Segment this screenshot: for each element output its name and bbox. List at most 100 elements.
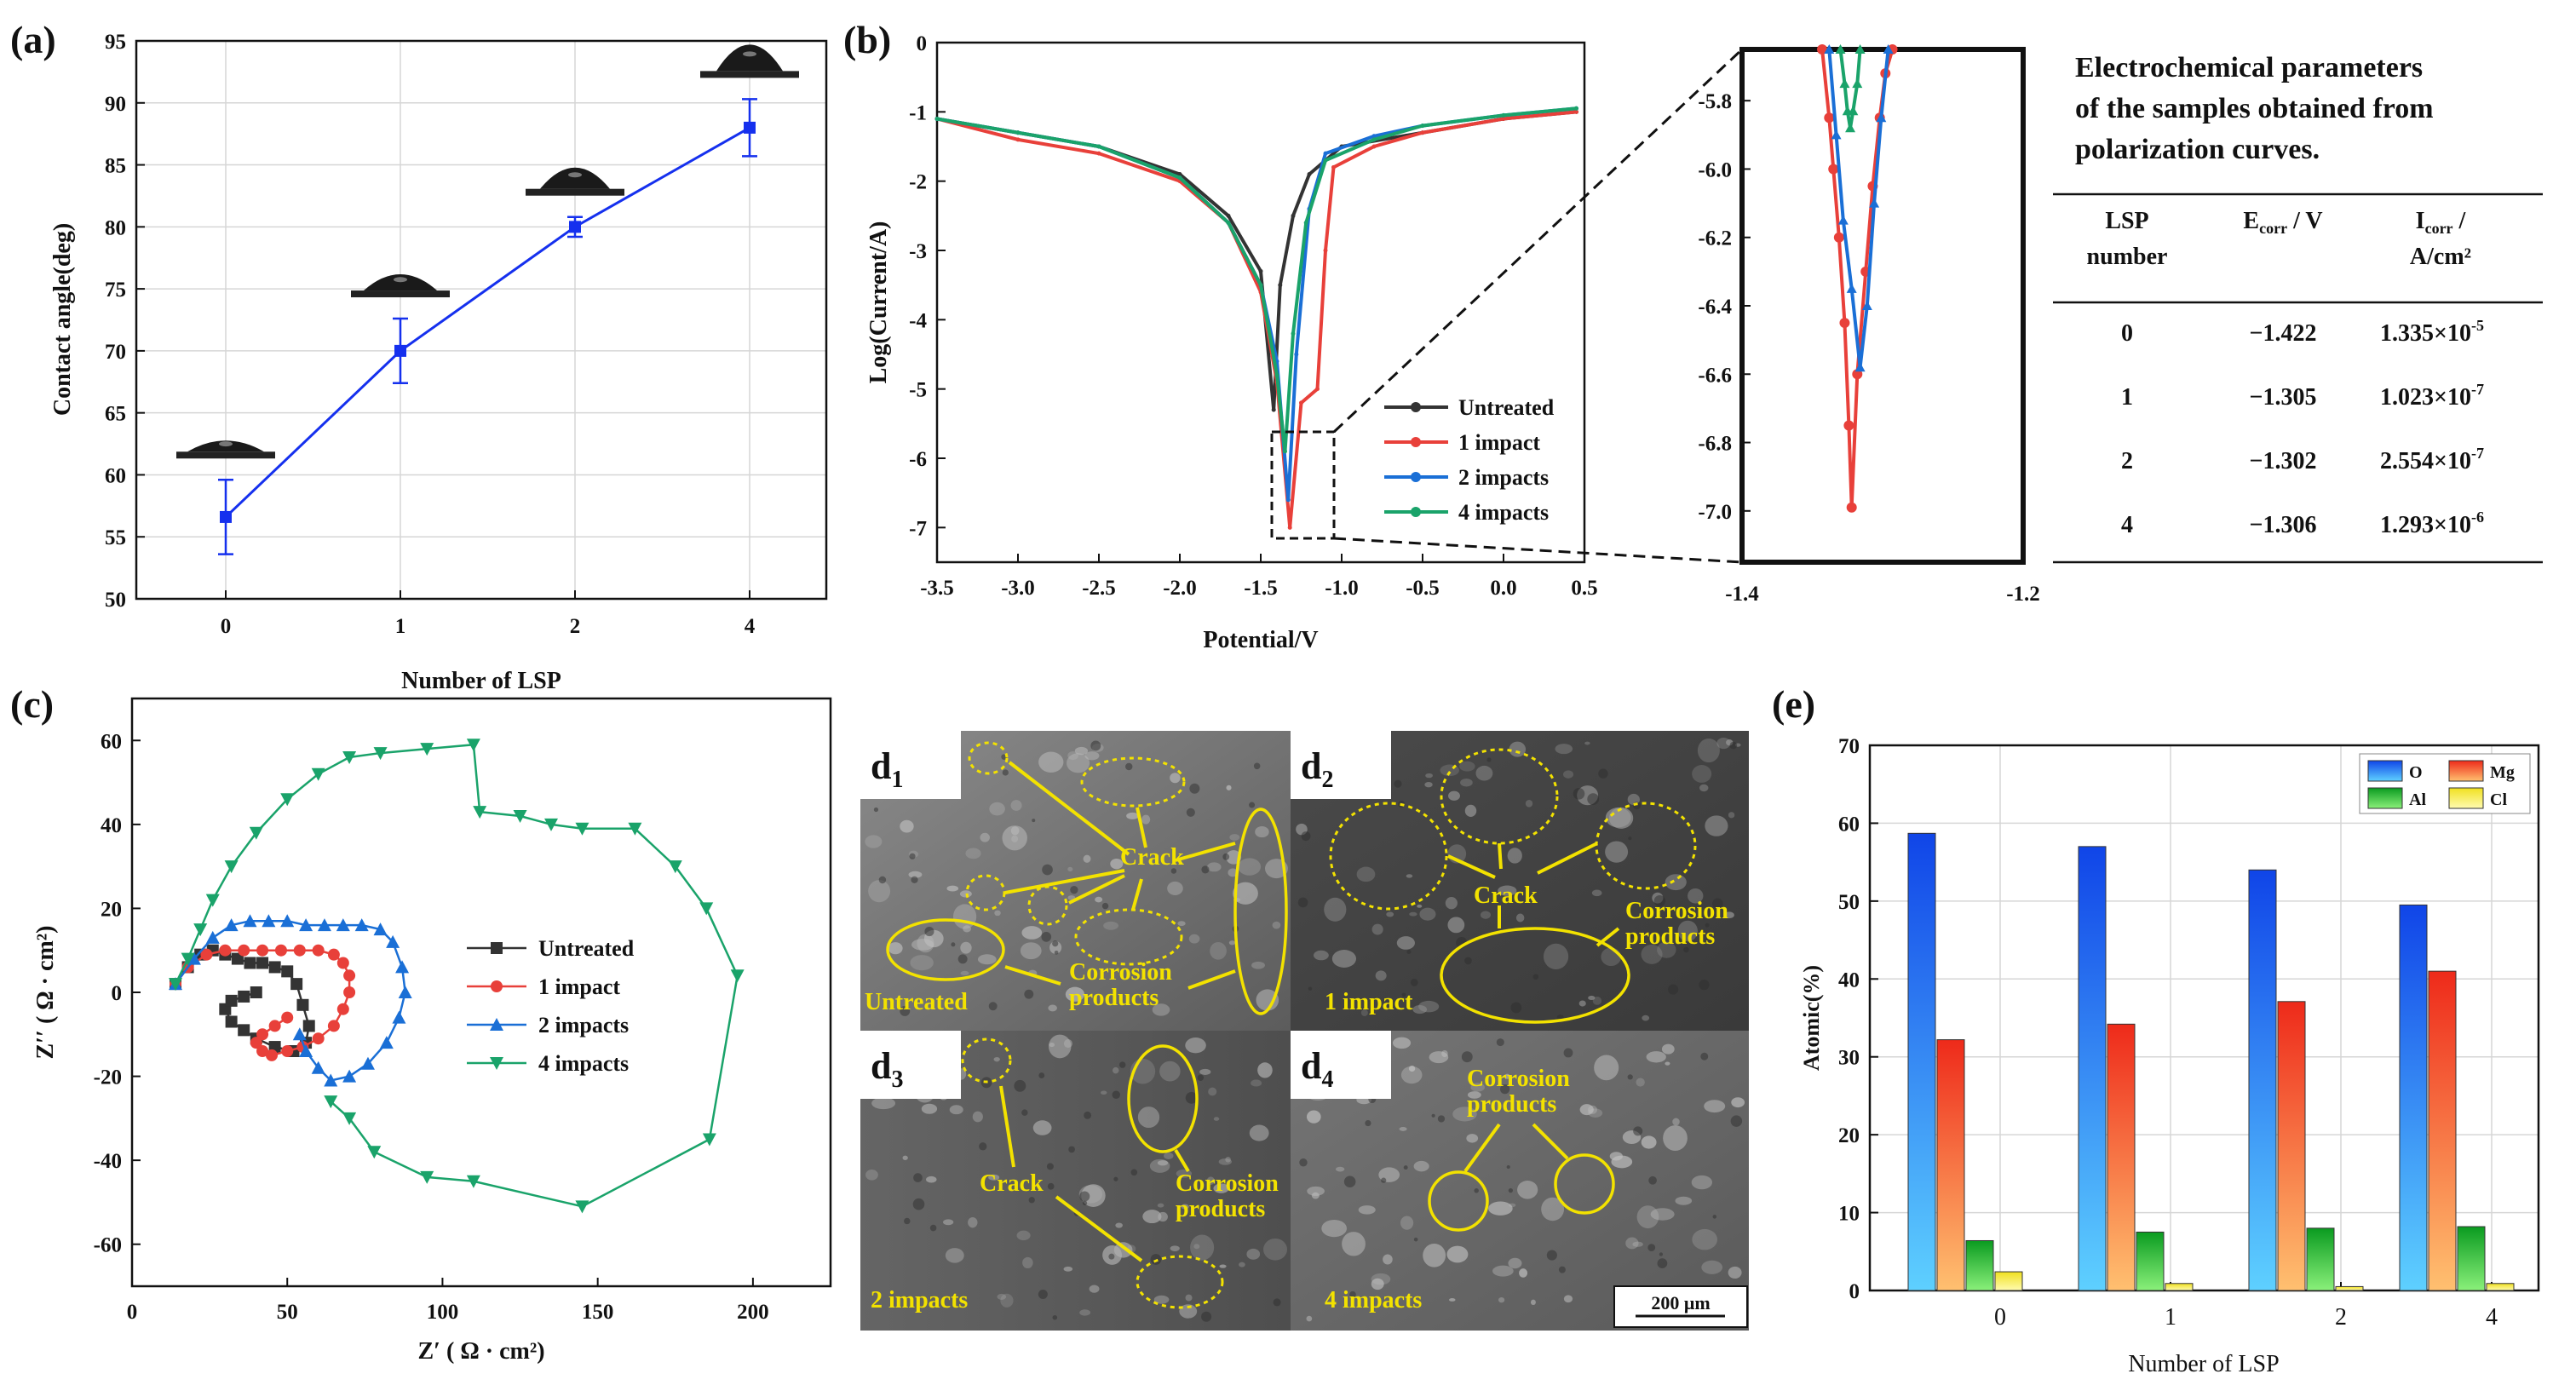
- panel-c-series-point: [386, 934, 400, 948]
- sem-texture-feature: [871, 1097, 896, 1110]
- panel-a-x-tick-label: 1: [395, 615, 406, 638]
- panel-b-series-point: [1287, 525, 1292, 530]
- panel-b-x-ticks: -3.5 -3.0 -2.5 -2.0 -1.5 -1.0 -0.5 0.0 0.5: [920, 554, 1598, 600]
- panel-c-x-ticks: 0 50 100 150 200: [127, 1278, 769, 1324]
- sem-texture-feature: [1406, 874, 1413, 878]
- panel-a-droplet-highlight: [568, 172, 582, 178]
- sem-texture-feature: [1081, 1184, 1106, 1207]
- sem-texture-feature: [1157, 1203, 1164, 1208]
- sem-texture-feature: [1238, 858, 1262, 876]
- panel-c-series-point: [224, 860, 239, 874]
- sem-texture-feature: [1110, 858, 1124, 870]
- sem-texture-pit: [1496, 1038, 1504, 1047]
- panel-b-inset-point: [1824, 44, 1835, 54]
- panel-c-series-point: [702, 1133, 716, 1147]
- panel-c-series-point: [225, 994, 238, 1007]
- panel-a-y-tick-label: 95: [105, 31, 126, 54]
- sem-texture-pit: [1712, 1215, 1717, 1219]
- panel-b-inset-point: [1846, 283, 1857, 293]
- table-cell-lsp: 1: [2121, 384, 2133, 411]
- sem-texture-pit: [1730, 1115, 1743, 1127]
- sem-texture-pit: [1070, 886, 1078, 894]
- sem-texture-feature: [965, 848, 981, 859]
- panel-c-series-point: [575, 822, 589, 836]
- sem-texture-feature: [1371, 1273, 1391, 1285]
- panel-c-series-point: [473, 806, 487, 819]
- sem-texture-feature: [1412, 1005, 1428, 1015]
- panel-a-x-tick-label: 4: [745, 615, 756, 638]
- sem-texture-feature: [1509, 741, 1527, 757]
- table-rows: 0 −1.422 1.335×10-5 1 −1.305 1.023×10-7 2 −1.30…: [2121, 317, 2484, 538]
- sem-texture-feature: [1413, 1160, 1429, 1172]
- panel-b-polarization-chart: (b) 0 -1 -2 -3 -4 -5 -6 -7 -3.5 -3.0 -2.5 -2.0 -1.5…: [843, 18, 2040, 653]
- sem-texture-feature: [1530, 1299, 1536, 1306]
- sem-texture-feature: [1466, 1134, 1479, 1143]
- sem-texture-pit: [988, 1002, 998, 1011]
- panel-c-x-tick-label: 100: [427, 1301, 459, 1324]
- panel-e-y-tick-label: 50: [1838, 891, 1860, 914]
- panel-b-series-point: [1015, 137, 1021, 142]
- panel-a-droplet-highlight: [394, 277, 407, 283]
- sem-texture-pit: [1014, 1079, 1026, 1092]
- panel-b-zoom-connector-top: [1332, 48, 1744, 434]
- sem-d1-arrows: [1004, 761, 1236, 990]
- sem-texture-pit: [1079, 1191, 1090, 1202]
- sem-texture-pit: [1705, 923, 1710, 928]
- panel-c-series-point: [250, 986, 262, 998]
- panel-e-legend-label: O: [2409, 763, 2423, 782]
- panel-b-legend: Untreated 1 impact 2 impacts 4 impacts: [1384, 395, 1555, 525]
- panel-c-series-point: [299, 918, 313, 932]
- panel-e-bar: [1965, 1239, 1994, 1291]
- panel-b-inset-y-tick-label: -6.2: [1698, 227, 1732, 250]
- sem-texture-feature: [963, 925, 971, 933]
- sem-texture-pit: [1349, 1290, 1356, 1298]
- panel-c-series-point: [219, 944, 232, 957]
- sem-d1-label: d1: [871, 745, 903, 793]
- panel-b-legend-label: 4 impacts: [1458, 500, 1549, 525]
- sem-texture-feature: [1519, 1268, 1528, 1278]
- sem-texture-pit: [1668, 984, 1679, 995]
- sem-texture-feature: [1371, 1278, 1384, 1290]
- sem-texture-pit: [904, 1217, 911, 1225]
- panel-c-series-point: [262, 914, 276, 928]
- sem-d3-arrows: [999, 1085, 1190, 1262]
- sem-texture-feature: [1563, 770, 1574, 779]
- sem-texture-feature: [1409, 911, 1417, 917]
- sem-texture-feature: [1115, 1222, 1123, 1228]
- sem-texture-feature: [1177, 921, 1186, 927]
- sem-texture-pit: [913, 1173, 923, 1182]
- sem-texture-feature: [1164, 1152, 1174, 1159]
- sem-d2-arrows: [1447, 842, 1620, 947]
- panel-b-inset-point: [1852, 369, 1863, 380]
- sem-texture-pit: [1699, 980, 1710, 991]
- panel-e-bar: [2107, 1023, 2136, 1291]
- sem-texture-feature: [1199, 1068, 1211, 1075]
- panel-b-inset-point: [1852, 78, 1863, 89]
- sem-texture-pit: [1648, 1175, 1657, 1185]
- sem-texture-pit: [1186, 808, 1195, 817]
- panel-a-y-tick-label: 80: [105, 216, 126, 239]
- panel-e-y-ticks: 0 10 20 30 40 50 60 70: [1838, 735, 1878, 1303]
- sem-texture-feature: [1219, 1264, 1227, 1268]
- sem-texture-feature: [1588, 995, 1596, 1001]
- sem-texture-pit: [1633, 1126, 1643, 1136]
- sem-texture-feature: [1249, 1124, 1269, 1141]
- panel-c-series-point: [311, 767, 325, 781]
- panel-c-series-point: [244, 957, 256, 969]
- sem-texture-feature: [1446, 1245, 1469, 1263]
- panel-c-series-point: [324, 1095, 338, 1109]
- sem-texture-feature: [1701, 1260, 1723, 1274]
- sem-d3-label: d3: [871, 1045, 903, 1093]
- panel-b-x-tick-label: -3.5: [920, 577, 954, 600]
- panel-e-legend-swatch: [2448, 787, 2484, 809]
- sem-texture-pit: [1365, 1119, 1371, 1127]
- sem-texture-pit: [1598, 768, 1608, 779]
- sem-texture-feature: [1383, 1254, 1393, 1265]
- sem-texture-feature: [1591, 889, 1602, 897]
- panel-b-legend-label: Untreated: [1458, 395, 1555, 420]
- panel-e-bar: [2428, 970, 2457, 1291]
- panel-e-bar: [2165, 1283, 2194, 1291]
- sem-texture-feature: [1504, 1073, 1510, 1079]
- panel-a-y-tick-label: 70: [105, 341, 126, 364]
- panel-a-y-axis-title: Contact angle(deg): [49, 223, 76, 416]
